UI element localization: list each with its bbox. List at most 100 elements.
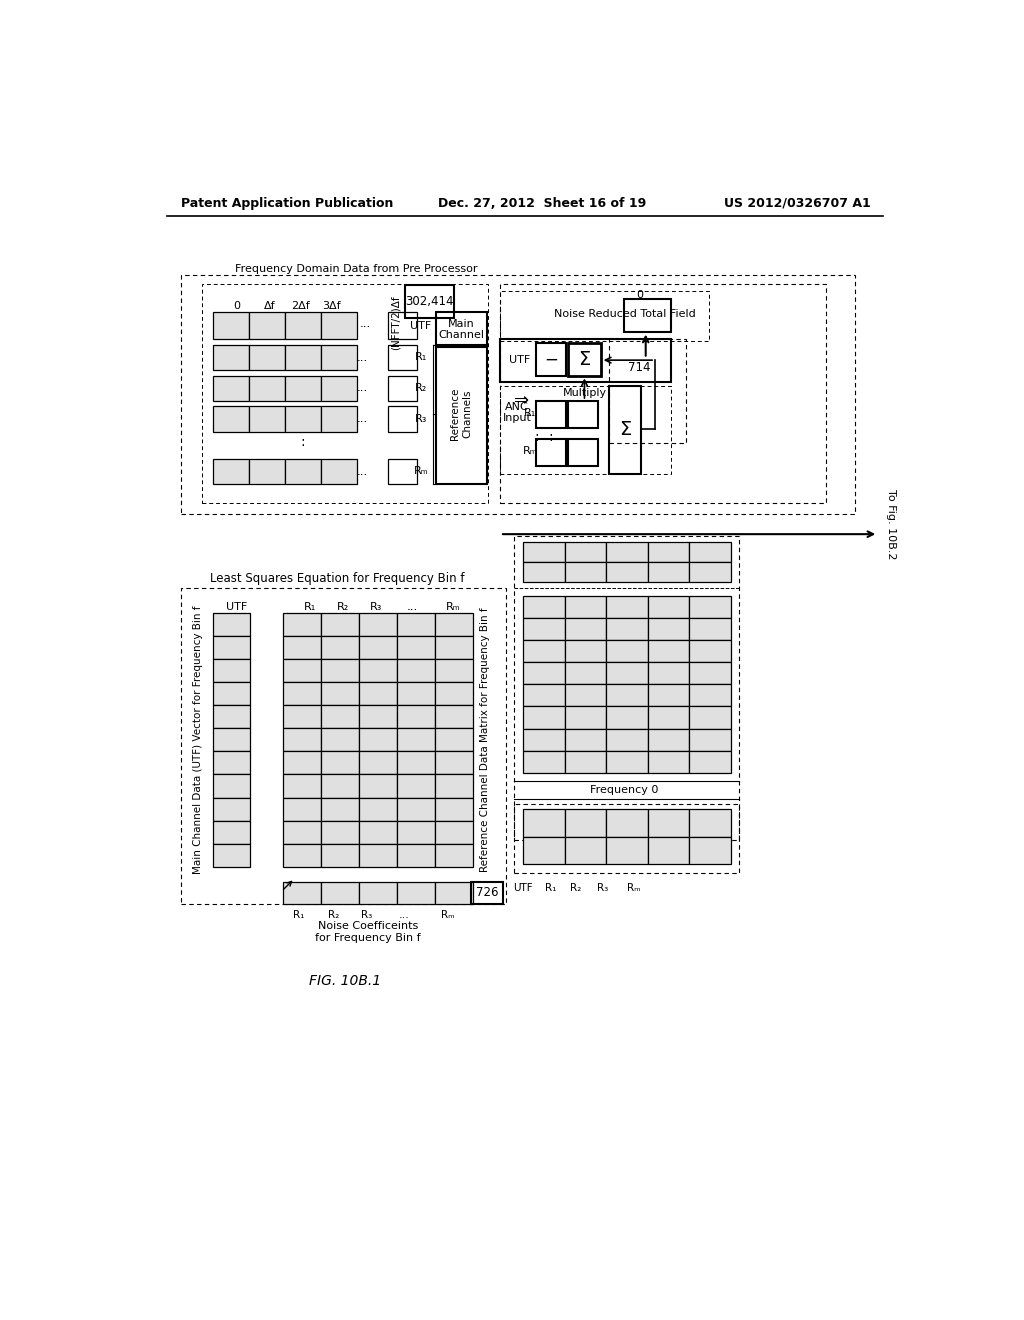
Bar xyxy=(689,663,731,684)
Bar xyxy=(388,376,417,401)
Bar xyxy=(435,636,473,659)
Text: Σ: Σ xyxy=(579,350,591,368)
Text: R₁: R₁ xyxy=(546,883,557,894)
Bar xyxy=(388,313,417,339)
Bar xyxy=(283,882,321,904)
Bar xyxy=(565,837,606,865)
Text: Rₘ: Rₘ xyxy=(414,466,428,477)
Bar xyxy=(565,543,606,562)
Text: Least Squares Equation for Frequency Bin f: Least Squares Equation for Frequency Bin… xyxy=(210,572,465,585)
Text: −: − xyxy=(544,350,558,368)
Text: ...: ... xyxy=(357,412,369,425)
Bar xyxy=(213,313,249,339)
Bar xyxy=(648,595,689,618)
Text: UTF: UTF xyxy=(411,321,431,331)
Bar xyxy=(565,751,606,774)
Bar xyxy=(435,775,473,797)
Bar xyxy=(213,636,251,659)
Bar xyxy=(283,682,321,705)
Bar xyxy=(523,543,565,562)
Text: Reference Channel Data Matrix for Frequency Bin f: Reference Channel Data Matrix for Freque… xyxy=(479,607,489,873)
Bar xyxy=(565,809,606,837)
Bar xyxy=(321,659,359,682)
Bar xyxy=(321,751,359,775)
Bar xyxy=(213,821,251,843)
Bar xyxy=(648,640,689,663)
Bar xyxy=(397,705,435,729)
Bar xyxy=(213,705,251,729)
Text: Dec. 27, 2012  Sheet 16 of 19: Dec. 27, 2012 Sheet 16 of 19 xyxy=(438,197,646,210)
Bar xyxy=(285,459,321,484)
Text: UTF: UTF xyxy=(226,602,247,611)
Bar xyxy=(568,343,601,376)
Text: R₂: R₂ xyxy=(328,909,339,920)
Bar xyxy=(180,589,506,904)
Bar xyxy=(359,729,397,751)
Bar xyxy=(321,682,359,705)
Bar xyxy=(283,612,321,636)
Text: Δf: Δf xyxy=(264,301,275,312)
Text: US 2012/0326707 A1: US 2012/0326707 A1 xyxy=(724,197,870,210)
Bar xyxy=(500,284,825,503)
Bar xyxy=(285,345,321,370)
Bar xyxy=(388,345,417,370)
Bar xyxy=(321,345,356,370)
Bar xyxy=(359,705,397,729)
Text: 0: 0 xyxy=(636,290,643,301)
Text: To Fig. 10B.2: To Fig. 10B.2 xyxy=(887,488,896,560)
Text: 0: 0 xyxy=(233,301,240,312)
Bar xyxy=(565,595,606,618)
Bar xyxy=(213,775,251,797)
Bar xyxy=(283,659,321,682)
Bar xyxy=(213,345,249,370)
Text: 726: 726 xyxy=(475,887,498,899)
Bar xyxy=(359,821,397,843)
Text: Multiply: Multiply xyxy=(563,388,607,399)
Bar xyxy=(359,636,397,659)
Bar xyxy=(435,797,473,821)
Bar xyxy=(283,821,321,843)
Bar xyxy=(283,751,321,775)
Bar xyxy=(523,595,565,618)
Bar xyxy=(565,618,606,640)
Bar xyxy=(285,313,321,339)
Bar xyxy=(606,640,648,663)
Bar xyxy=(249,345,285,370)
Bar xyxy=(689,640,731,663)
Bar xyxy=(359,882,397,904)
Bar xyxy=(213,659,251,682)
Bar xyxy=(397,682,435,705)
Bar xyxy=(436,313,486,347)
Bar xyxy=(689,809,731,837)
Text: R₃: R₃ xyxy=(415,413,427,424)
Bar xyxy=(435,705,473,729)
Bar xyxy=(321,843,359,867)
Text: UTF: UTF xyxy=(509,355,530,366)
Bar xyxy=(249,376,285,401)
Bar xyxy=(321,882,359,904)
Text: R₂: R₂ xyxy=(415,383,427,393)
Text: ...: ... xyxy=(357,351,369,363)
Bar xyxy=(523,562,565,582)
Bar xyxy=(606,729,648,751)
Text: R₂: R₂ xyxy=(337,602,349,611)
Text: Rₘ: Rₘ xyxy=(523,446,538,455)
Bar xyxy=(321,821,359,843)
Text: UTF: UTF xyxy=(513,883,534,894)
Bar xyxy=(648,706,689,729)
Bar xyxy=(397,636,435,659)
Bar xyxy=(537,401,566,428)
Text: (NFFT/2)Δf: (NFFT/2)Δf xyxy=(390,296,400,350)
Bar xyxy=(523,684,565,706)
Bar xyxy=(648,837,689,865)
Bar xyxy=(397,775,435,797)
Bar xyxy=(321,612,359,636)
Bar xyxy=(249,313,285,339)
Bar xyxy=(283,797,321,821)
Bar xyxy=(213,612,251,636)
Text: :: : xyxy=(548,430,553,444)
Bar xyxy=(523,837,565,865)
Text: ...: ... xyxy=(398,909,410,920)
Text: Frequency Domain Data from Pre Processor: Frequency Domain Data from Pre Processor xyxy=(236,264,478,273)
Bar xyxy=(689,706,731,729)
